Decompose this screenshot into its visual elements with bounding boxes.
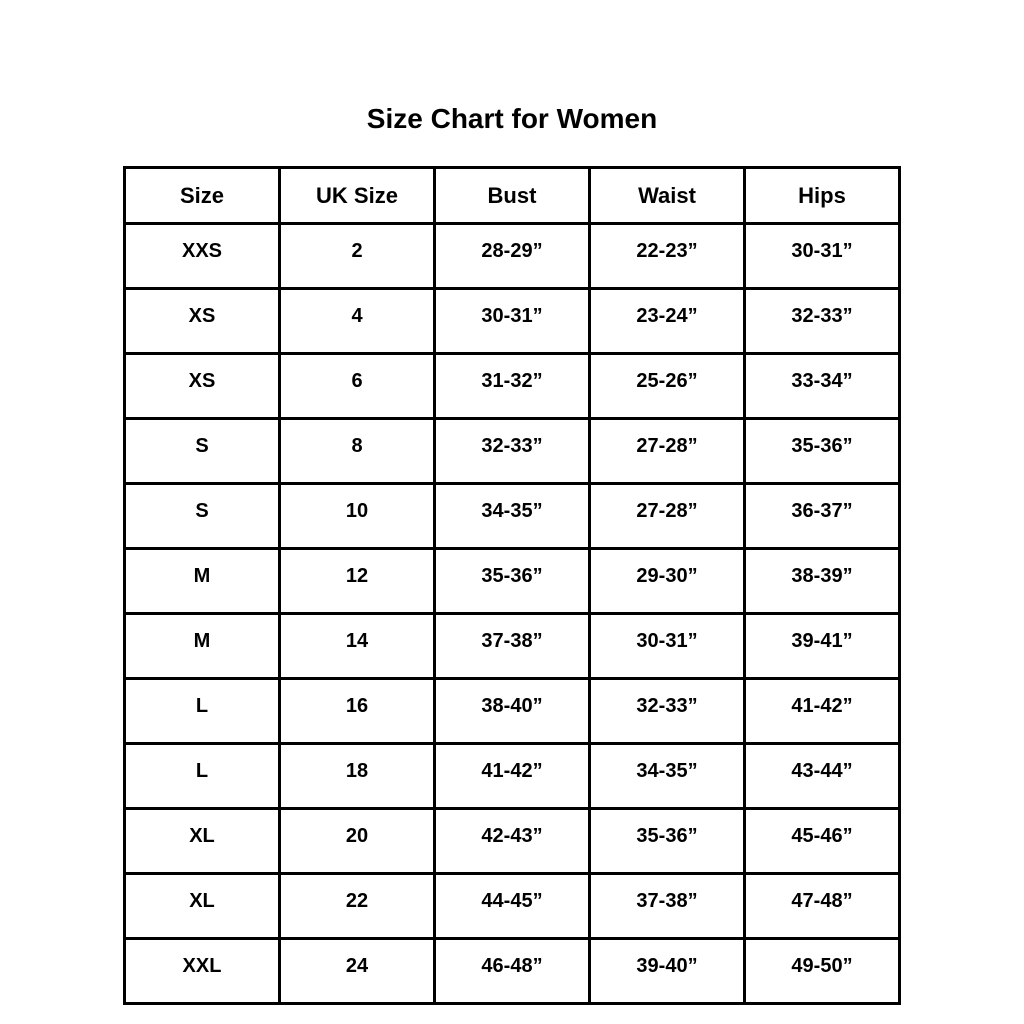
table-cell: 41-42”	[433, 742, 591, 810]
table-cell: 29-30”	[588, 547, 746, 615]
table-cell: 2	[278, 222, 436, 290]
table-cell: 49-50”	[743, 937, 901, 1005]
table-cell: M	[123, 612, 281, 680]
table-header: Size UK Size Bust Waist Hips	[123, 166, 901, 225]
table-cell: 16	[278, 677, 436, 745]
column-header-waist: Waist	[588, 166, 746, 225]
table-cell: 38-39”	[743, 547, 901, 615]
table-cell: 30-31”	[433, 287, 591, 355]
table-cell: 32-33”	[588, 677, 746, 745]
table-row: S 10 34-35” 27-28” 36-37”	[123, 482, 901, 550]
table-cell: XS	[123, 352, 281, 420]
table-cell: XXL	[123, 937, 281, 1005]
table-row: L 18 41-42” 34-35” 43-44”	[123, 742, 901, 810]
size-chart-table: Size UK Size Bust Waist Hips XXS 2 28-29” 2…	[123, 166, 901, 1005]
table-cell: 22	[278, 872, 436, 940]
table-cell: M	[123, 547, 281, 615]
table-row: XXL 24 46-48” 39-40” 49-50”	[123, 937, 901, 1005]
table-cell: 34-35”	[433, 482, 591, 550]
table-cell: 30-31”	[588, 612, 746, 680]
table-cell: 46-48”	[433, 937, 591, 1005]
table-row: XXS 2 28-29” 22-23” 30-31”	[123, 222, 901, 290]
table-cell: 35-36”	[433, 547, 591, 615]
table-cell: 35-36”	[588, 807, 746, 875]
table-cell: 10	[278, 482, 436, 550]
table-cell: 38-40”	[433, 677, 591, 745]
table-cell: 27-28”	[588, 482, 746, 550]
table-cell: 6	[278, 352, 436, 420]
table-row: XS 4 30-31” 23-24” 32-33”	[123, 287, 901, 355]
table-row: XL 22 44-45” 37-38” 47-48”	[123, 872, 901, 940]
table-body: XXS 2 28-29” 22-23” 30-31” XS 4 30-31” 23-24” 32-…	[123, 222, 901, 1005]
table-cell: 37-38”	[588, 872, 746, 940]
table-cell: 45-46”	[743, 807, 901, 875]
table-row: M 12 35-36” 29-30” 38-39”	[123, 547, 901, 615]
table-row: L 16 38-40” 32-33” 41-42”	[123, 677, 901, 745]
table-cell: 25-26”	[588, 352, 746, 420]
table-cell: 18	[278, 742, 436, 810]
table-cell: 14	[278, 612, 436, 680]
table-cell: XL	[123, 872, 281, 940]
column-header-hips: Hips	[743, 166, 901, 225]
table-cell: 33-34”	[743, 352, 901, 420]
table-cell: 22-23”	[588, 222, 746, 290]
table-cell: XL	[123, 807, 281, 875]
table-cell: L	[123, 742, 281, 810]
table-header-row: Size UK Size Bust Waist Hips	[123, 166, 901, 225]
table-cell: 34-35”	[588, 742, 746, 810]
table-cell: 36-37”	[743, 482, 901, 550]
table-cell: 24	[278, 937, 436, 1005]
table-cell: 35-36”	[743, 417, 901, 485]
table-row: XS 6 31-32” 25-26” 33-34”	[123, 352, 901, 420]
table-cell: S	[123, 417, 281, 485]
table-cell: 41-42”	[743, 677, 901, 745]
table-cell: 32-33”	[433, 417, 591, 485]
table-cell: 4	[278, 287, 436, 355]
table-cell: L	[123, 677, 281, 745]
table-cell: 23-24”	[588, 287, 746, 355]
table-cell: S	[123, 482, 281, 550]
table-cell: 42-43”	[433, 807, 591, 875]
table-row: XL 20 42-43” 35-36” 45-46”	[123, 807, 901, 875]
column-header-size: Size	[123, 166, 281, 225]
table-cell: 39-40”	[588, 937, 746, 1005]
column-header-bust: Bust	[433, 166, 591, 225]
table-cell: 39-41”	[743, 612, 901, 680]
table-cell: XS	[123, 287, 281, 355]
table-cell: 8	[278, 417, 436, 485]
table-cell: 30-31”	[743, 222, 901, 290]
table-cell: 37-38”	[433, 612, 591, 680]
table-cell: 12	[278, 547, 436, 615]
table-row: M 14 37-38” 30-31” 39-41”	[123, 612, 901, 680]
table-cell: 31-32”	[433, 352, 591, 420]
table-cell: 28-29”	[433, 222, 591, 290]
table-cell: 27-28”	[588, 417, 746, 485]
page-title: Size Chart for Women	[366, 103, 658, 134]
table-cell: 44-45”	[433, 872, 591, 940]
column-header-uk-size: UK Size	[278, 166, 436, 225]
table-cell: 43-44”	[743, 742, 901, 810]
table-cell: 20	[278, 807, 436, 875]
table-cell: XXS	[123, 222, 281, 290]
table-cell: 32-33”	[743, 287, 901, 355]
table-cell: 47-48”	[743, 872, 901, 940]
table-row: S 8 32-33” 27-28” 35-36”	[123, 417, 901, 485]
